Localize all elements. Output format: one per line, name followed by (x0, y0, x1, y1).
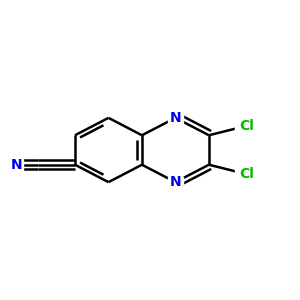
Text: N: N (169, 111, 181, 125)
Text: Cl: Cl (239, 119, 254, 133)
Bar (9, 159, 23, 170)
Text: N: N (10, 158, 22, 172)
Bar (168, 112, 183, 124)
Bar (168, 176, 183, 188)
Text: Cl: Cl (239, 167, 254, 181)
Bar (235, 120, 258, 131)
Bar (235, 169, 258, 180)
Text: N: N (169, 175, 181, 189)
